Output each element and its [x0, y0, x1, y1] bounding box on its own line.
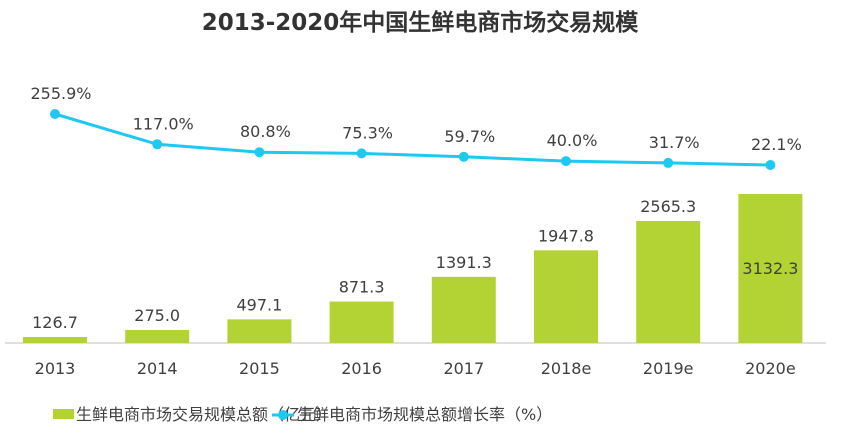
bar-label-2019e: 2565.3 [640, 197, 696, 216]
x-tick-2020e: 2020e [745, 359, 796, 378]
bar-label-2015: 497.1 [236, 295, 282, 314]
growth-label-2020e: 22.1% [751, 135, 802, 154]
growth-point-2020e [765, 160, 776, 170]
bar-2017 [431, 276, 496, 343]
bar-label-2017: 1391.3 [436, 253, 492, 272]
growth-point-2015 [254, 147, 265, 158]
growth-point-2019e [663, 157, 674, 168]
x-tick-2014: 2014 [137, 359, 178, 378]
bar-2014 [125, 329, 190, 343]
bar-2019e [636, 220, 701, 343]
growth-point-2013 [50, 109, 60, 119]
growth-label-2013: 255.9% [30, 84, 91, 103]
x-tick-2019e: 2019e [643, 359, 694, 378]
growth-label-2016: 75.3% [342, 123, 393, 142]
bar-label-2018e: 1947.8 [538, 226, 594, 245]
legend-line-label: 生鲜电商市场规模总额增长率（%） [297, 405, 552, 424]
growth-point-2016 [356, 148, 367, 159]
growth-line [54, 112, 771, 167]
bar-2020e [738, 194, 803, 343]
growth-point-2018e [561, 156, 571, 167]
bar-2015 [227, 319, 292, 343]
legend-line-marker [278, 410, 288, 420]
bar-label-2016: 871.3 [339, 278, 385, 297]
growth-label-2014: 117.0% [133, 114, 194, 133]
legend-bar-label: 生鲜电商市场交易规模总额（亿元） [76, 405, 332, 424]
growth-label-2015: 80.8% [240, 122, 291, 141]
growth-label-2017: 59.7% [444, 127, 495, 146]
bar-2013 [23, 336, 87, 343]
x-tick-2017: 2017 [443, 359, 484, 378]
legend: 生鲜电商市场交易规模总额（亿元） 生鲜电商市场规模总额增长率（%） [53, 405, 552, 424]
bar-label-2013: 126.7 [32, 313, 78, 332]
bar-label-2014: 275.0 [134, 306, 180, 325]
growth-label-2018e: 40.0% [547, 131, 598, 150]
x-tick-2018e: 2018e [541, 359, 592, 378]
bar-2018e [534, 250, 598, 343]
x-tick-2013: 2013 [35, 359, 76, 378]
bar-label-2020e: 3132.3 [742, 259, 798, 278]
x-tick-2015: 2015 [239, 359, 280, 378]
growth-point-2014 [152, 139, 163, 150]
chart-title: 2013-2020年中国生鲜电商市场交易规模 [202, 9, 640, 36]
growth-label-2019e: 31.7% [649, 133, 700, 152]
legend-bar-swatch [53, 409, 74, 419]
x-tick-2016: 2016 [341, 359, 382, 378]
bar-2016 [329, 301, 394, 343]
growth-point-2017 [458, 151, 469, 162]
